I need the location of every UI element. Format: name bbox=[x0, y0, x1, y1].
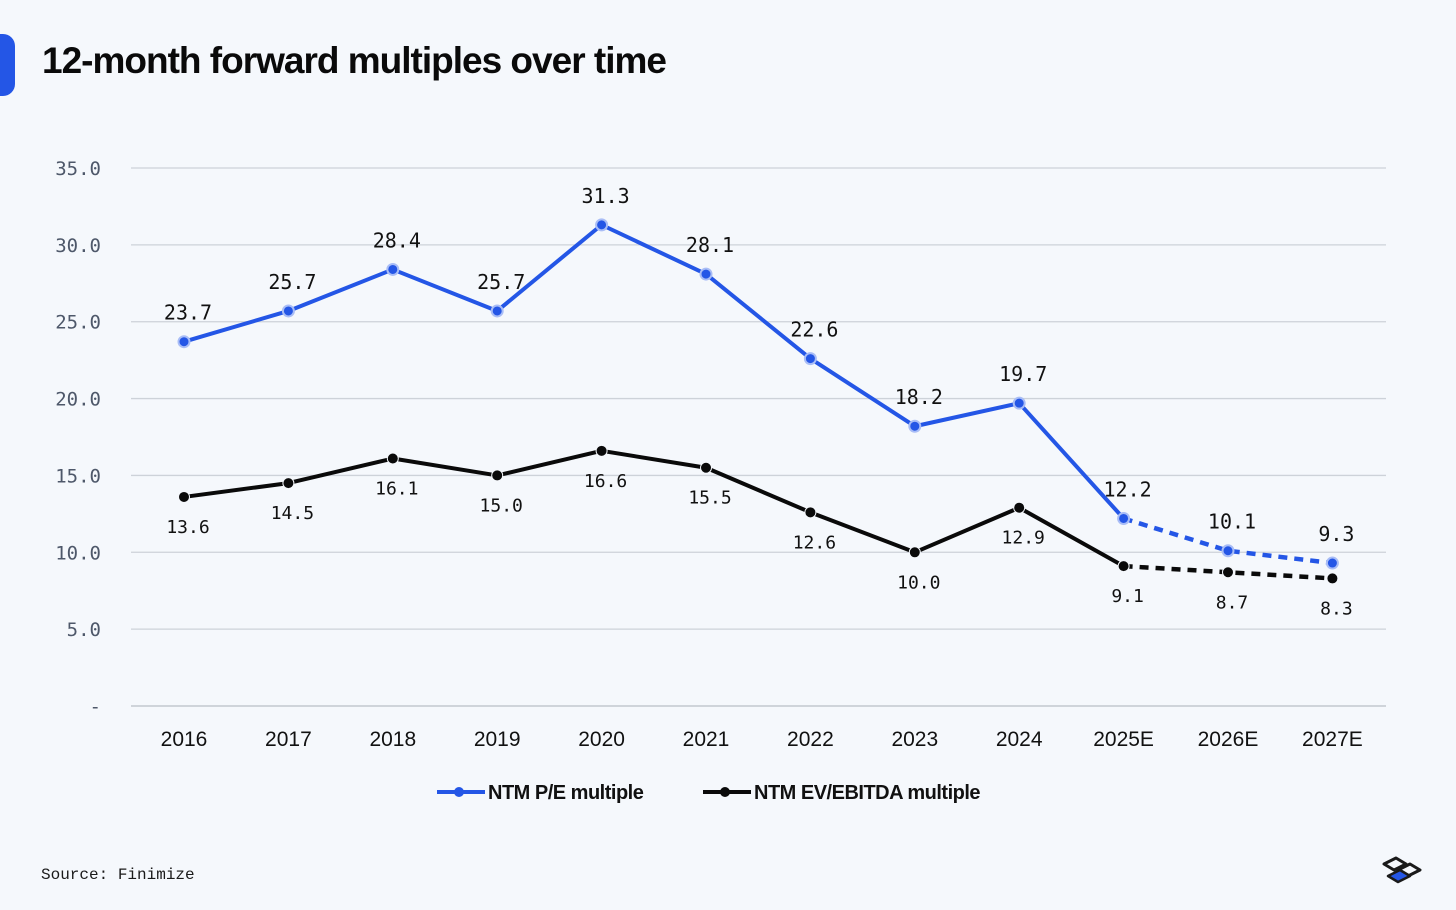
data-point bbox=[1222, 566, 1234, 579]
data-label: 9.1 bbox=[1111, 586, 1144, 607]
x-tick-label: 2025E bbox=[1093, 728, 1154, 751]
series-line-actual bbox=[183, 222, 1126, 520]
page-title: 12-month forward multiples over time bbox=[42, 40, 667, 81]
data-point bbox=[700, 461, 712, 474]
finimize-logo-icon bbox=[1380, 854, 1426, 893]
x-tick-label: 2022 bbox=[787, 728, 834, 751]
x-tick-label: 2024 bbox=[996, 728, 1043, 751]
data-point bbox=[177, 335, 191, 349]
data-point bbox=[1221, 544, 1235, 558]
data-label: 12.6 bbox=[793, 532, 836, 553]
x-tick-label: 2021 bbox=[683, 728, 730, 751]
data-label: 12.2 bbox=[1104, 477, 1152, 501]
data-point bbox=[803, 352, 817, 366]
data-label: 14.5 bbox=[271, 503, 314, 524]
series-line-forecast bbox=[1122, 516, 1333, 566]
data-point bbox=[1326, 572, 1339, 585]
data-point bbox=[386, 262, 400, 276]
data-point bbox=[804, 506, 817, 519]
data-point bbox=[490, 304, 504, 318]
data-point bbox=[595, 218, 609, 232]
legend-marker bbox=[720, 787, 730, 797]
data-label: 10.1 bbox=[1208, 510, 1256, 534]
data-point bbox=[1013, 501, 1026, 514]
data-label: 25.7 bbox=[477, 270, 525, 294]
legend-marker bbox=[454, 787, 464, 797]
data-point bbox=[908, 546, 921, 559]
data-label: 23.7 bbox=[164, 301, 212, 325]
data-label: 22.6 bbox=[790, 318, 838, 342]
data-point bbox=[491, 469, 504, 482]
y-tick-label: 25.0 bbox=[55, 312, 101, 334]
data-point bbox=[595, 444, 608, 457]
legend-label: NTM EV/EBITDA multiple bbox=[754, 782, 980, 804]
x-tick-label: 2019 bbox=[474, 728, 521, 751]
y-tick-label: 15.0 bbox=[55, 465, 101, 487]
data-label: 9.3 bbox=[1318, 522, 1354, 546]
data-label: 12.9 bbox=[1002, 528, 1045, 549]
data-point bbox=[908, 419, 922, 433]
y-tick-label: 10.0 bbox=[55, 542, 101, 564]
data-point bbox=[282, 477, 295, 490]
x-tick-label: 2016 bbox=[161, 728, 208, 751]
x-tick-label: 2026E bbox=[1198, 728, 1259, 751]
data-label: 18.2 bbox=[895, 385, 943, 409]
data-point bbox=[1012, 396, 1026, 410]
data-point bbox=[178, 490, 190, 503]
x-tick-label: 2017 bbox=[265, 728, 312, 751]
y-tick-label: 5.0 bbox=[67, 619, 101, 641]
data-label: 15.5 bbox=[688, 488, 731, 509]
data-label: 25.7 bbox=[268, 270, 316, 294]
series-line-actual bbox=[183, 448, 1125, 568]
data-label: 16.1 bbox=[375, 479, 418, 500]
data-label: 16.6 bbox=[584, 471, 627, 492]
data-point bbox=[281, 304, 295, 318]
data-label: 28.4 bbox=[373, 228, 421, 252]
data-label: 8.3 bbox=[1320, 598, 1353, 619]
data-label: 19.7 bbox=[999, 362, 1047, 386]
data-point bbox=[1117, 511, 1131, 525]
data-point bbox=[386, 452, 399, 465]
data-label: 28.1 bbox=[686, 233, 734, 257]
legend-label: NTM P/E multiple bbox=[488, 782, 644, 804]
data-point bbox=[1325, 556, 1339, 570]
x-tick-label: 2020 bbox=[578, 728, 625, 751]
y-tick-label: - bbox=[90, 696, 101, 718]
data-label: 31.3 bbox=[582, 184, 630, 208]
accent-tab bbox=[0, 34, 15, 96]
data-label: 15.0 bbox=[480, 495, 523, 516]
x-tick-label: 2027E bbox=[1302, 728, 1363, 751]
data-point bbox=[699, 267, 713, 281]
data-label: 13.6 bbox=[166, 517, 209, 538]
x-tick-label: 2023 bbox=[891, 728, 938, 751]
data-label: 8.7 bbox=[1216, 592, 1249, 613]
source-note: Source: Finimize bbox=[41, 866, 195, 884]
data-label: 10.0 bbox=[897, 572, 940, 593]
x-tick-label: 2018 bbox=[369, 728, 416, 751]
y-tick-label: 20.0 bbox=[55, 389, 101, 411]
y-tick-label: 35.0 bbox=[55, 158, 101, 180]
data-point bbox=[1117, 560, 1130, 573]
y-tick-label: 30.0 bbox=[55, 235, 101, 257]
